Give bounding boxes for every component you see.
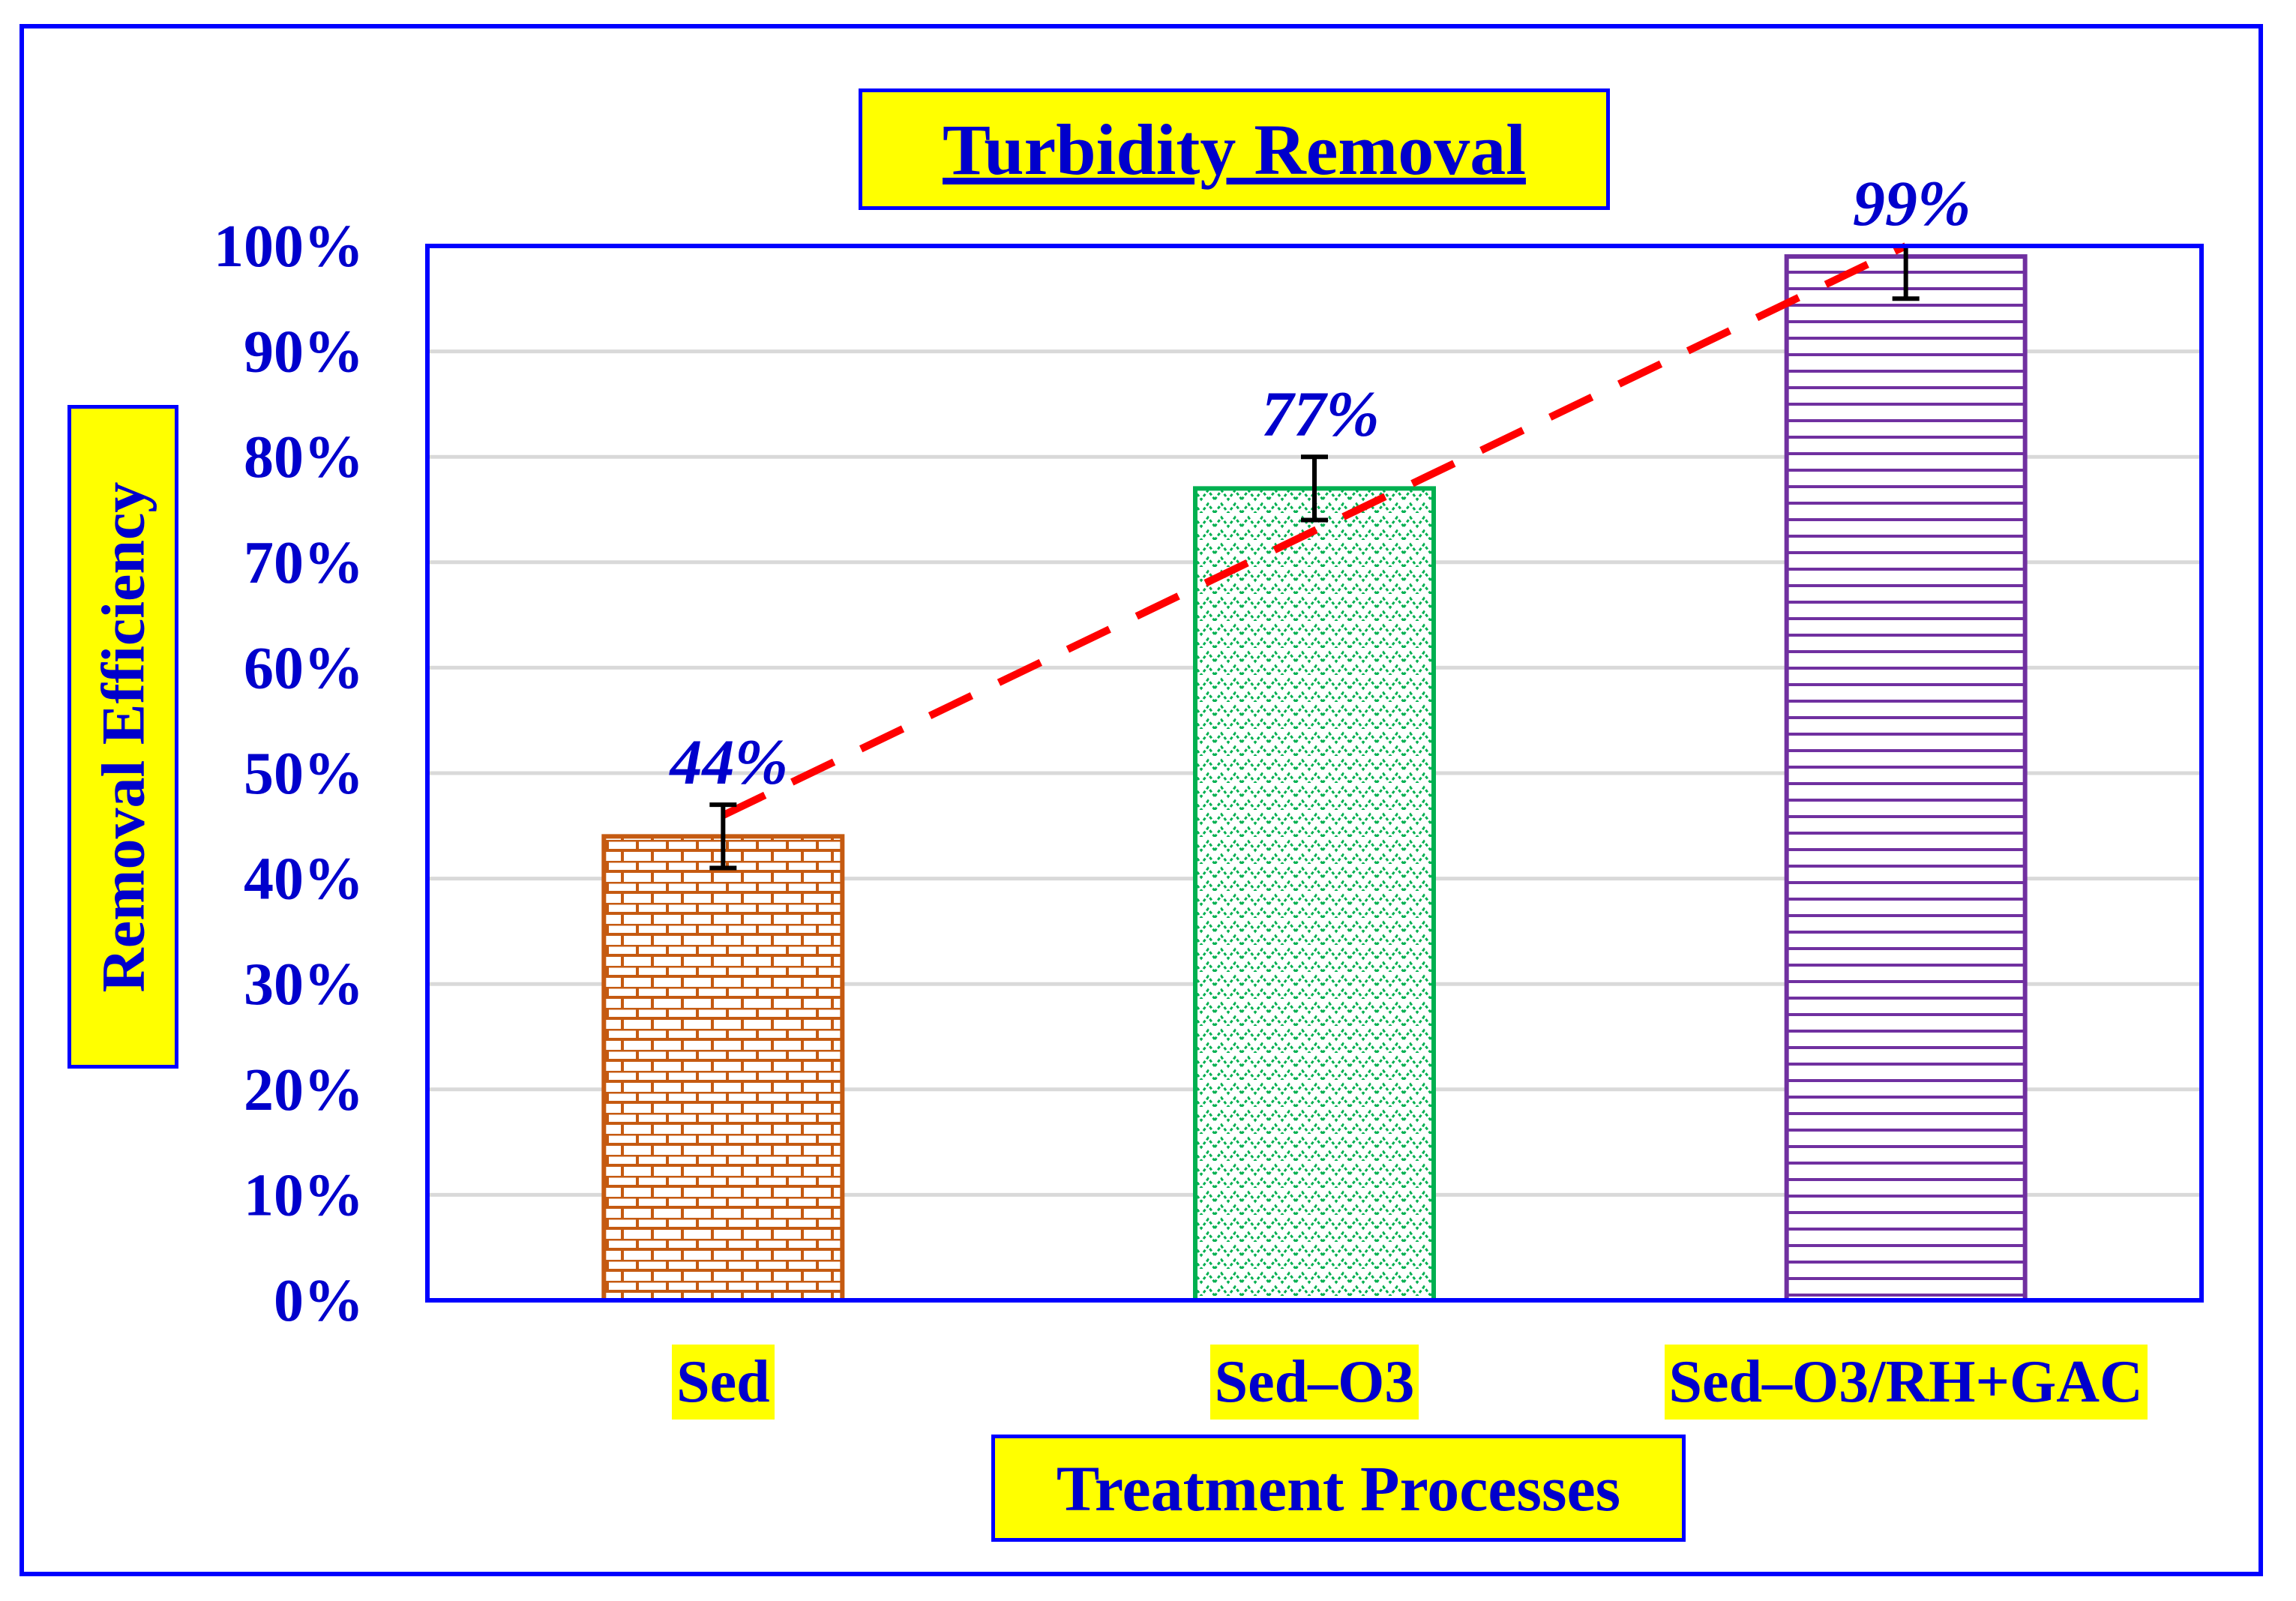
bar: [601, 834, 845, 1303]
y-tick-label: 80%: [244, 424, 364, 490]
data-label: 99%: [1853, 167, 1971, 239]
y-axis-title-text: Removal Efficiency: [88, 481, 157, 992]
y-tick-label: 50%: [244, 741, 364, 807]
y-tick-label: 100%: [214, 214, 364, 280]
data-label: 44%: [669, 726, 789, 798]
x-axis-title: Treatment Processes: [991, 1435, 1686, 1542]
y-tick-label: 10%: [244, 1162, 364, 1228]
x-category-label: Sed–O3: [1209, 1345, 1419, 1420]
bar: [1193, 486, 1436, 1303]
y-tick-label: 70%: [244, 530, 364, 596]
x-category-label: Sed–O3/RH+GAC: [1664, 1345, 2148, 1420]
y-tick-label: 20%: [244, 1057, 364, 1123]
bar: [1784, 254, 2028, 1303]
y-tick-label: 90%: [244, 319, 364, 385]
plot-area-frame: [425, 244, 2204, 1303]
x-category-label: Sed: [672, 1345, 775, 1420]
y-axis-title: Removal Efficiency: [67, 405, 178, 1069]
chart-title: Turbidity Removal: [859, 88, 1610, 210]
y-tick-label: 30%: [244, 952, 364, 1018]
y-tick-label: 0%: [274, 1268, 364, 1334]
y-tick-label: 60%: [244, 635, 364, 701]
data-label: 77%: [1261, 378, 1380, 450]
outer-frame: [19, 24, 2263, 1576]
y-tick-label: 40%: [244, 847, 364, 913]
trendline: [721, 242, 1908, 819]
